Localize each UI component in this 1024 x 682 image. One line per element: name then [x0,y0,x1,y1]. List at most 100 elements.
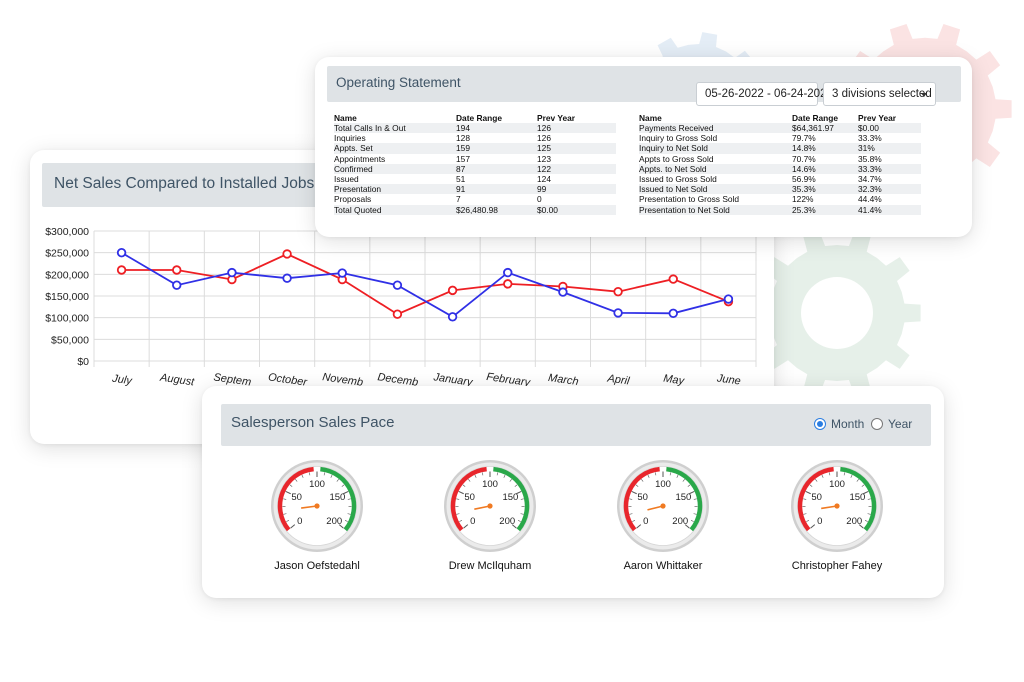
table-row: Issued to Gross Sold 56.9% 34.7% [639,174,921,184]
column-header: Prev Year [858,113,897,123]
x-tick-label: July [110,373,134,388]
table-row: Issued 51 124 [334,174,616,184]
gauge-tick-label: 100 [482,479,498,490]
y-tick-label: $250,000 [45,248,89,260]
table-cell: Proposals [334,194,372,205]
data-point[interactable] [172,280,182,290]
gauge-tick-label: 0 [643,516,648,527]
y-tick-label: $200,000 [45,269,89,281]
table-cell: 33.3% [858,133,882,144]
table-cell: 123 [537,153,551,164]
data-point[interactable] [337,268,347,278]
table-row: Total Quoted $26,480.98 $0.00 [334,204,616,215]
table-cell: Confirmed [334,163,456,174]
table-row: Inquiries 128 126 [334,133,616,143]
gauge-tick-label: 150 [849,492,865,503]
data-point[interactable] [172,265,182,275]
data-point[interactable] [503,267,513,278]
gauge-tick-label: 50 [811,492,822,503]
table-cell: 51 [456,174,466,185]
divisions-select[interactable]: 3 divisions selected [823,82,936,106]
gauge-needle [647,505,664,511]
month-radio-label: Month [831,417,865,431]
table-cell: 124 [537,174,551,185]
table-cell: 159 [456,143,537,154]
table-cell: Inquiry to Gross Sold [639,133,718,144]
data-point[interactable] [282,249,292,259]
data-point[interactable] [282,273,292,283]
data-point[interactable] [447,312,458,322]
month-radio-option[interactable]: Month [814,417,864,431]
data-point[interactable] [723,294,734,304]
table-cell: Issued to Net Sold [639,184,792,195]
gauge-tick-label: 150 [329,492,345,503]
table-cell: Appts to Gross Sold [639,153,714,164]
operating-statement-header: Operating Statement 05-26-2022 - 06-24-2… [327,66,961,106]
table-cell: 25.3% [792,204,858,215]
table-row: Inquiry to Net Sold 14.8% 31% [639,143,921,154]
gauge-tick-label: 100 [309,479,325,490]
table-cell: 79.7% [792,133,816,144]
net-sales-chart: $300,000 $250,000 $200,000 $150,000 $100,000… [45,226,757,389]
salesperson-name: Aaron Whittaker [623,560,703,572]
gauge-tick-label: 50 [291,492,302,503]
table-cell: 41.4% [858,204,921,215]
speedometer-gauge-icon: 0 50 100 150 200 [791,460,883,552]
table-cell: 99 [537,184,616,195]
month-radio-button[interactable] [814,418,826,430]
data-point[interactable] [668,308,678,319]
chart-grid [93,230,757,367]
table-cell: 14.6% [792,163,858,174]
table-cell: Appointments [334,153,386,164]
table-cell: 125 [537,143,616,154]
table-row: Total Calls In & Out 194 126 [334,123,616,134]
series-line-1 [116,249,734,319]
data-point[interactable] [613,308,623,318]
data-point[interactable] [503,279,513,289]
table-row: Presentation 91 99 [334,184,616,195]
gauge-needle [821,505,838,510]
salesperson-name: Christopher Fahey [791,560,883,572]
year-radio-label: Year [888,417,913,431]
gauge-hub [660,503,666,509]
speedometer-gauge-icon: 0 50 100 150 200 [271,460,363,552]
table-cell: 194 [456,123,537,134]
data-point[interactable] [447,285,458,296]
gauge-tick-label: 100 [655,479,671,490]
table-row: Appts. Set 159 125 [334,143,616,154]
data-point[interactable] [116,247,127,258]
sales-pace-card: Salesperson Sales Pace Month Year 0 50 100… [202,386,944,598]
x-tick-label: May [663,373,687,388]
table-cell: Presentation to Net Sold [639,204,792,215]
gauge-hub [834,503,840,509]
table-row: Appts. to Net Sold 14.6% 33.3% [639,163,921,174]
table-row: Proposals 7 0 [334,194,616,204]
caret-down-icon [921,93,927,97]
salesperson-name: Jason Oefstedahl [274,560,360,572]
table-cell: 44.4% [858,194,882,205]
data-point[interactable] [116,265,127,275]
speedometer-gauge-icon: 0 50 100 150 200 [444,460,536,552]
y-tick-label: $100,000 [45,313,89,325]
data-point[interactable] [227,267,237,278]
gauge-needle [474,505,491,510]
speedometer-gauge-icon: 0 50 100 150 200 [617,460,709,552]
year-radio-button[interactable] [871,418,883,430]
data-point[interactable] [613,286,623,297]
data-point[interactable] [558,287,568,297]
gauge-tick-label: 200 [326,516,342,527]
table-cell: 87 [456,163,537,174]
data-point[interactable] [392,280,403,290]
year-radio-option[interactable]: Year [871,417,912,431]
table-cell: $26,480.98 [456,204,537,215]
operating-stats-left-table: Name Date Range Prev Year Total Calls In… [334,113,616,215]
table-row: Appointments 157 123 [334,154,616,164]
x-tick-label: June [715,372,741,387]
table-header-row: Name Date Range Prev Year [334,113,616,123]
table-row: Presentation to Gross Sold 122% 44.4% [639,194,921,204]
table-cell: Total Quoted [334,204,456,215]
date-range-field[interactable]: 05-26-2022 - 06-24-2022 [696,82,833,106]
data-point[interactable] [392,309,403,319]
data-point[interactable] [668,274,678,284]
table-row: Issued to Net Sold 35.3% 32.3% [639,184,921,195]
